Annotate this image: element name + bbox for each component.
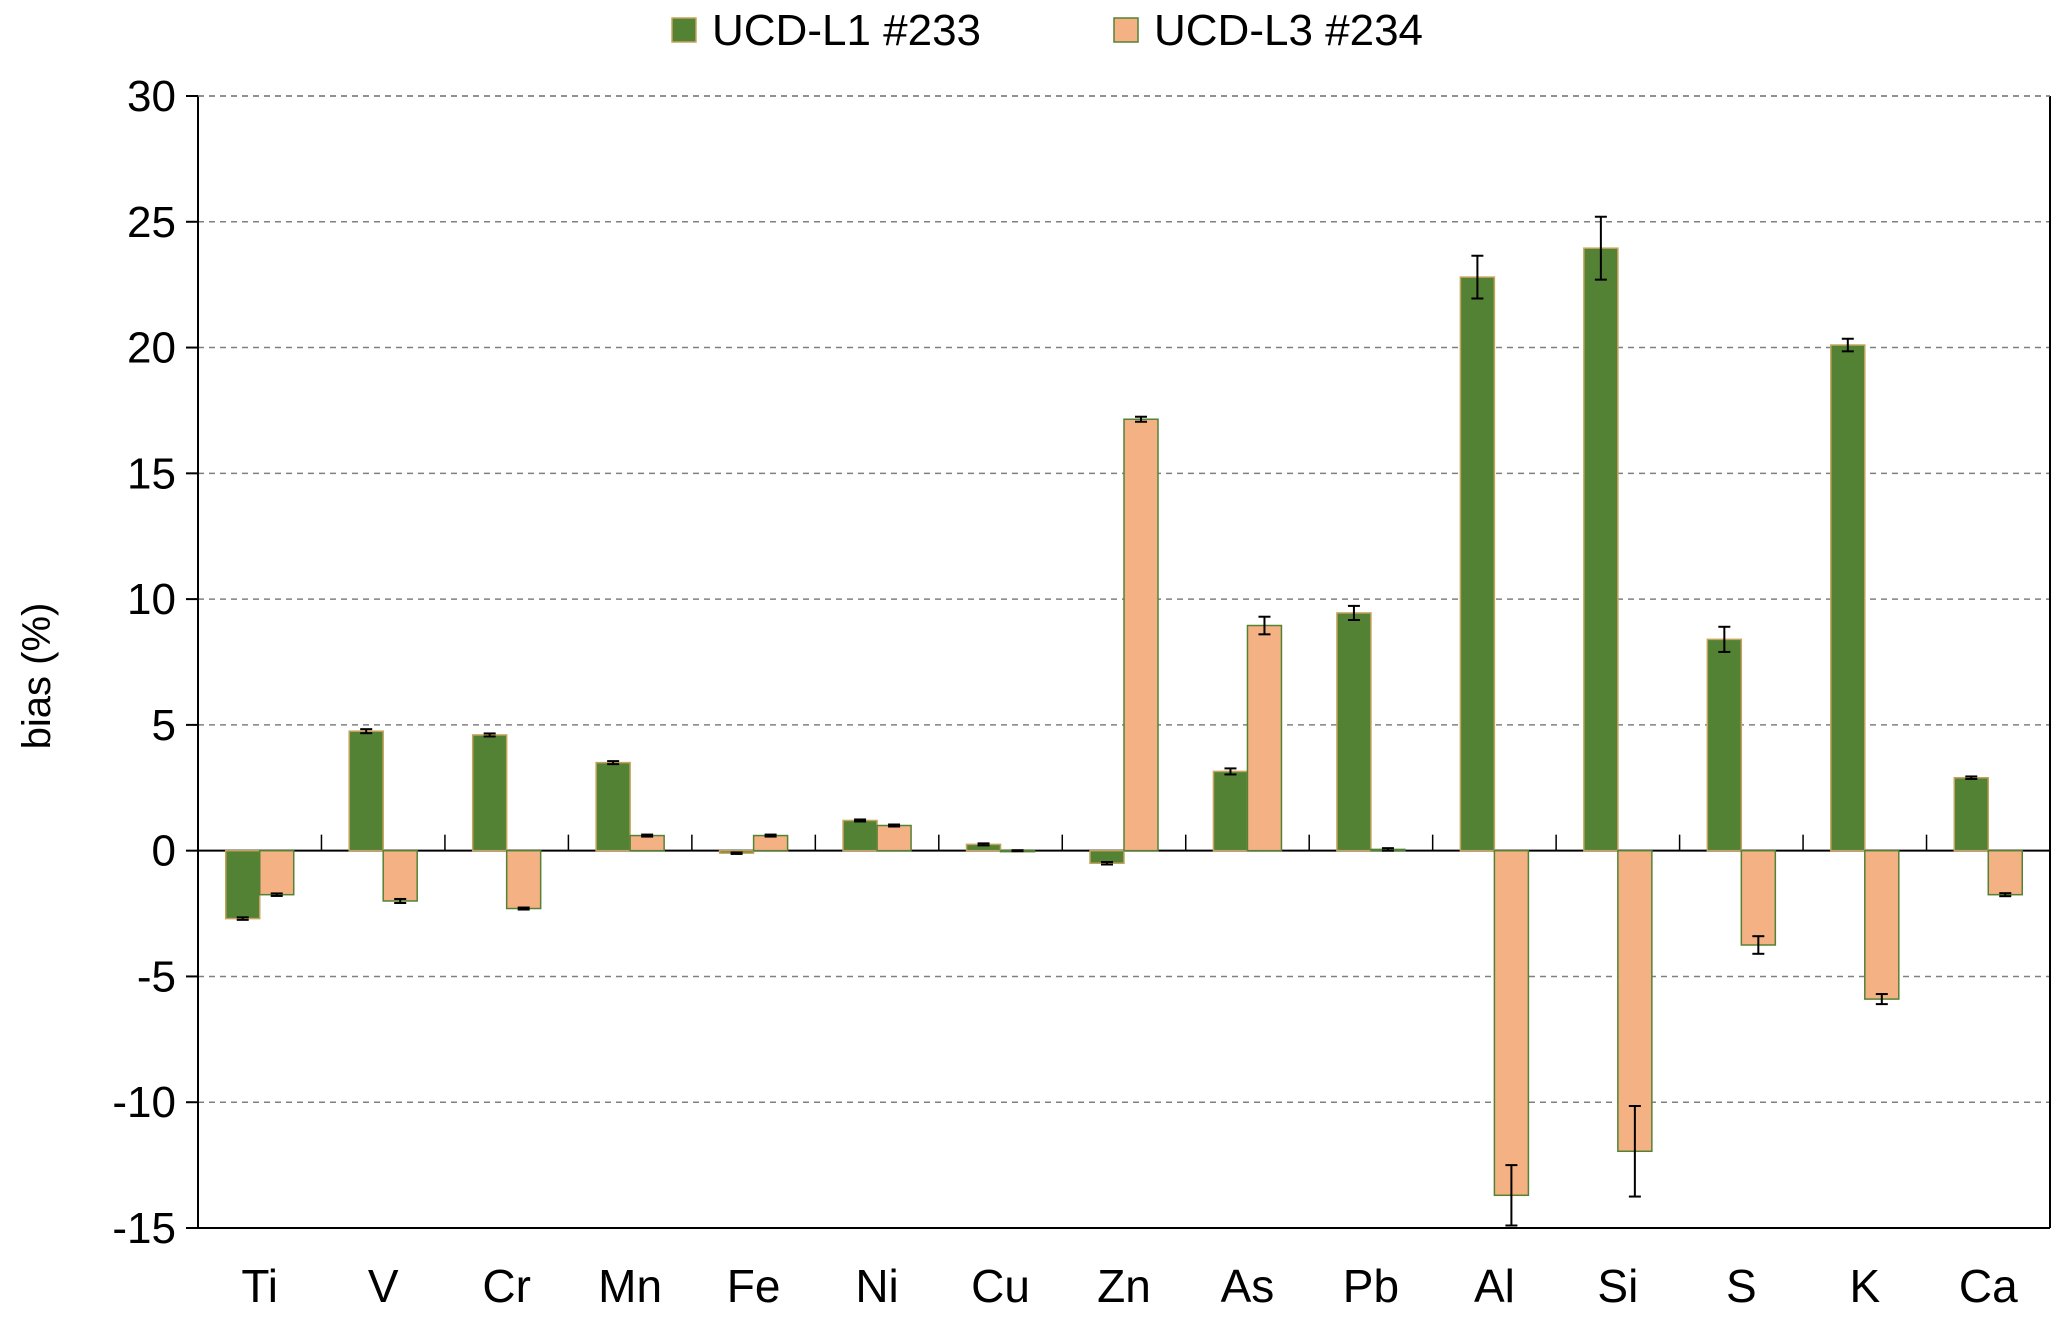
- x-tick-label-si: Si: [1597, 1260, 1638, 1312]
- legend-swatch-ucd-l1: [671, 17, 697, 43]
- error-bars: [236, 215, 2012, 1227]
- x-tick-label-ti: Ti: [241, 1260, 278, 1312]
- x-tick-labels: Ti V Cr Mn Fe Ni Cu Zn As Pb Al Si S K Ca: [241, 1260, 2018, 1312]
- bar-mn-series-2: [629, 834, 665, 852]
- x-tick-label-v: V: [368, 1260, 399, 1312]
- bar-as-series-2: [1246, 624, 1283, 852]
- legend-swatch-ucd-l3: [1113, 17, 1139, 43]
- bar-al-series-2: [1493, 849, 1530, 1197]
- bar-mn-series-1: [595, 761, 631, 852]
- x-tick-label-mn: Mn: [598, 1260, 662, 1312]
- y-tick-label: 15: [127, 449, 176, 498]
- legend-label-ucd-l1: UCD-L1 #233: [712, 6, 981, 55]
- y-tick-label: -15: [112, 1204, 176, 1253]
- legend-label-ucd-l3: UCD-L3 #234: [1154, 6, 1423, 55]
- bar-fe-series-2: [752, 834, 789, 852]
- bar-zn-series-2: [1123, 418, 1159, 852]
- bar-s-series-2: [1740, 849, 1777, 946]
- bar-ni-series-2: [876, 824, 912, 852]
- x-tick-label-cr: Cr: [482, 1260, 531, 1312]
- y-tick-labels: 30 25 20 15 10 5 0 -5 -10 -15: [112, 72, 176, 1253]
- bar-ca-series-2: [1987, 849, 2024, 896]
- bar-cr-series-1: [471, 734, 508, 852]
- bar-ti-series-2: [258, 849, 295, 896]
- bar-k-series-2: [1864, 849, 1900, 1000]
- x-tick-label-ni: Ni: [855, 1260, 898, 1312]
- bar-ni-series-1: [842, 819, 878, 852]
- y-tick-label: 5: [152, 701, 176, 750]
- y-tick-label: 10: [127, 575, 176, 624]
- x-tick-label-s: S: [1726, 1260, 1757, 1312]
- y-axis-label: bias (%): [15, 603, 59, 750]
- x-tick-label-pb: Pb: [1343, 1260, 1399, 1312]
- y-tick-label: 25: [127, 198, 176, 247]
- bar-ca-series-1: [1953, 776, 1990, 852]
- x-tick-label-as: As: [1221, 1260, 1275, 1312]
- y-tick-label: 30: [127, 72, 176, 121]
- y-tick-label: -10: [112, 1078, 176, 1127]
- y-tick-label: 0: [152, 827, 176, 876]
- bar-v-series-2: [382, 849, 418, 902]
- axes: [186, 95, 2051, 1229]
- bar-cr-series-2: [505, 849, 542, 910]
- bar-al-series-1: [1459, 276, 1496, 852]
- bar-k-series-1: [1830, 344, 1866, 852]
- x-tick-label-ca: Ca: [1959, 1260, 2018, 1312]
- bar-s-series-1: [1706, 638, 1743, 852]
- y-tick-label: -5: [137, 952, 176, 1001]
- bar-pb-series-1: [1336, 612, 1372, 852]
- x-tick-label-fe: Fe: [727, 1260, 781, 1312]
- bar-v-series-1: [348, 730, 384, 852]
- legend: UCD-L1 #233 UCD-L3 #234: [671, 6, 1423, 55]
- x-tick-label-cu: Cu: [971, 1260, 1030, 1312]
- x-tick-label-k: K: [1849, 1260, 1880, 1312]
- bar-as-series-1: [1212, 770, 1249, 852]
- bar-ti-series-1: [224, 849, 261, 920]
- x-tick-label-zn: Zn: [1097, 1260, 1151, 1312]
- y-tick-label: 20: [127, 324, 176, 373]
- bars: [224, 247, 2024, 1197]
- bar-si-series-1: [1583, 247, 1619, 852]
- x-tick-label-al: Al: [1474, 1260, 1515, 1312]
